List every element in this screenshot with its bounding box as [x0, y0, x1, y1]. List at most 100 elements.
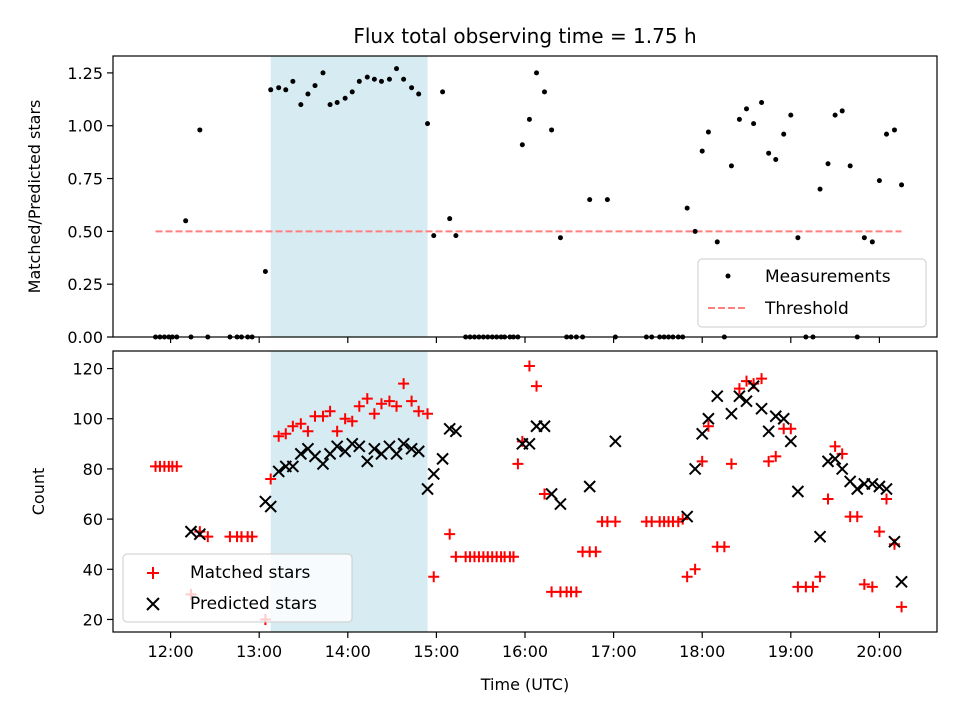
measurement-point: [744, 106, 750, 112]
measurement-point: [386, 76, 392, 82]
bottom-ytick-label: 120: [72, 360, 103, 379]
matched-stars-point: [858, 578, 870, 590]
measurement-point: [519, 142, 525, 148]
measurement-point: [183, 218, 189, 224]
matched-stars-point: [398, 378, 410, 390]
predicted-stars-point: [725, 407, 738, 420]
matched-stars-point: [689, 563, 701, 575]
predicted-stars-point: [755, 402, 768, 415]
matched-stars-point: [733, 383, 745, 395]
measurement-point: [891, 127, 897, 133]
measurement-point: [409, 85, 415, 91]
matched-stars-point: [280, 428, 292, 440]
predicted-stars-point: [711, 389, 724, 403]
matched-stars-point: [814, 571, 826, 583]
measurement-point: [759, 99, 765, 105]
chart-title: Flux total observing time = 1.75 h: [353, 24, 696, 48]
top-ytick-label: 0.00: [67, 328, 103, 347]
predicted-stars-point: [554, 497, 567, 511]
measurement-point: [364, 74, 370, 80]
top-panel: 0.00 0.25 0.50 0.75 1.00 1.25 Matched/Predict…: [25, 55, 938, 347]
matched-stars-point: [822, 493, 834, 505]
measurement-point: [699, 148, 705, 154]
top-legend: Measurements Threshold: [697, 258, 927, 328]
matched-stars-point: [383, 395, 395, 407]
matched-stars-point: [295, 418, 307, 430]
predicted-stars-point: [784, 435, 798, 448]
predicted-stars-point: [427, 467, 440, 481]
measurement-point: [320, 70, 326, 76]
legend-matched-marker: [147, 567, 159, 579]
predicted-stars-point: [747, 379, 760, 393]
measurement-point: [847, 163, 853, 169]
xtick-label: 15:00: [413, 642, 459, 661]
matched-stars-point: [375, 398, 387, 410]
matched-stars-point: [202, 531, 214, 543]
matched-stars-point: [866, 581, 878, 593]
matched-stars-point: [696, 455, 708, 467]
measurement-point: [832, 112, 838, 118]
measurement-point: [425, 121, 431, 127]
matched-stars-point: [331, 425, 343, 437]
measurement-point: [557, 235, 563, 241]
predicted-stars-point: [769, 410, 782, 423]
measurement-point: [371, 76, 377, 82]
predicted-stars-point: [264, 500, 277, 513]
xtick-label: 20:00: [856, 642, 902, 661]
matched-stars-point: [391, 400, 403, 412]
measurement-point: [276, 85, 282, 91]
top-ytick-label: 0.75: [67, 170, 103, 189]
measurement-point: [714, 239, 720, 245]
measurement-point: [587, 197, 593, 203]
predicted-stars-point: [361, 455, 374, 468]
measurement-point: [604, 197, 610, 203]
measurement-point: [305, 91, 311, 97]
matched-stars-point: [531, 380, 543, 392]
measurement-point: [773, 157, 779, 163]
measurement-point: [447, 216, 453, 222]
predicted-stars-point: [791, 485, 805, 498]
matched-stars-point: [361, 393, 373, 405]
measurement-point: [312, 83, 318, 89]
measurement-point: [876, 178, 882, 184]
predicted-stars-point: [397, 437, 410, 451]
bottom-ytick-label: 80: [83, 460, 103, 479]
predicted-stars-point: [583, 480, 596, 493]
measurement-point: [394, 66, 400, 72]
matched-stars-point: [609, 516, 621, 528]
top-ticks: 0.00 0.25 0.50 0.75 1.00 1.25: [67, 64, 881, 347]
top-ytick-label: 1.00: [67, 117, 103, 136]
predicted-stars-point: [873, 480, 886, 493]
measurement-point: [736, 116, 742, 122]
matched-stars-point: [422, 408, 434, 420]
predicted-stars-point: [828, 452, 842, 466]
predicted-stars-point: [835, 462, 849, 476]
predicted-stars-point: [688, 462, 702, 476]
predicted-stars-point: [286, 460, 300, 473]
predicted-stars-point: [449, 425, 463, 438]
matched-stars-point: [346, 415, 358, 427]
measurement-point: [883, 131, 889, 137]
matched-stars-point: [785, 423, 797, 435]
predicted-stars-point: [294, 447, 308, 461]
measurement-point: [416, 91, 422, 97]
top-legend-box: [697, 258, 927, 328]
xtick-label: 16:00: [502, 642, 548, 661]
measurement-point: [869, 239, 875, 245]
top-ytick-label: 0.25: [67, 275, 103, 294]
predicted-stars-point: [412, 445, 425, 458]
measurement-point: [349, 89, 355, 95]
predicted-stars-point: [733, 389, 746, 403]
matched-stars-point: [171, 460, 183, 472]
bottom-axes-frame: [112, 350, 938, 633]
measurement-point: [788, 112, 794, 118]
predicted-stars-point: [762, 425, 775, 438]
measurement-point: [526, 116, 532, 122]
matched-stars-point: [368, 408, 380, 420]
legend-measurements-marker: [725, 273, 731, 279]
measurement-point: [751, 121, 757, 127]
measurement-point: [431, 233, 437, 239]
matched-stars-point: [413, 405, 425, 417]
matched-stars-point: [725, 458, 737, 470]
matched-stars-point: [428, 571, 440, 583]
